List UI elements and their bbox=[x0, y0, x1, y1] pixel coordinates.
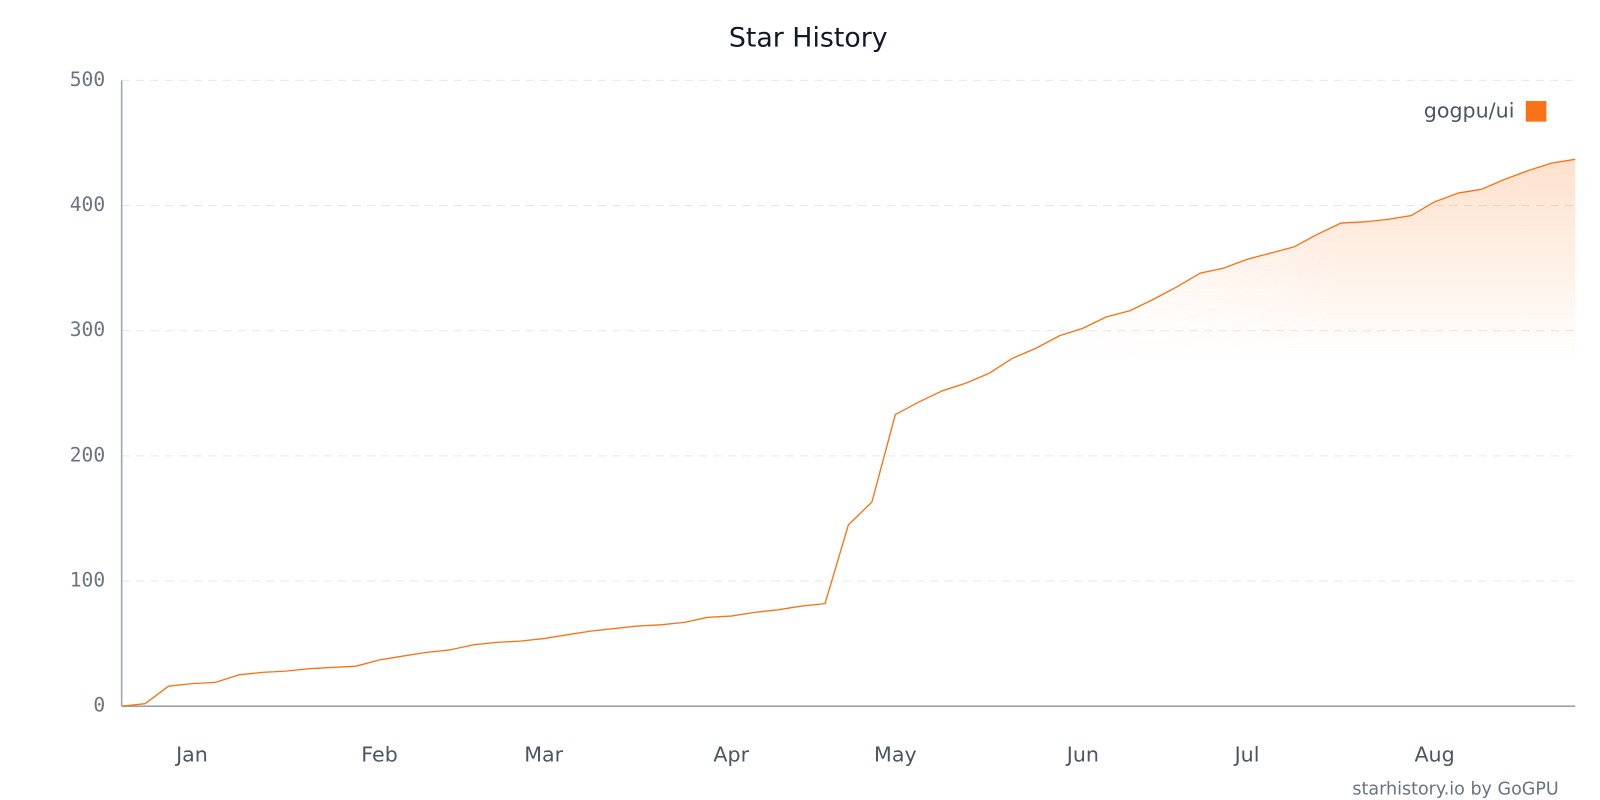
y-tick-label: 200 bbox=[70, 443, 105, 466]
chart-title: Star History bbox=[729, 23, 888, 54]
y-tick-label: 400 bbox=[70, 193, 105, 216]
source-credit: starhistory.io by GoGPU bbox=[1352, 780, 1558, 800]
y-tick-label: 500 bbox=[70, 68, 105, 91]
legend-label: gogpu/ui bbox=[1424, 98, 1515, 122]
line-area bbox=[121, 159, 1576, 707]
x-tick-label: Jun bbox=[1065, 743, 1099, 767]
x-tick-label: Aug bbox=[1414, 743, 1454, 767]
legend-swatch bbox=[1525, 101, 1547, 122]
x-tick-label: Mar bbox=[524, 743, 563, 767]
x-tick-label: Jul bbox=[1233, 743, 1260, 767]
y-tick-label: 0 bbox=[93, 694, 105, 717]
line bbox=[121, 158, 1576, 707]
x-tick-label: May bbox=[874, 743, 917, 767]
x-tick-label: Apr bbox=[713, 743, 749, 767]
x-tick-label: Feb bbox=[361, 743, 398, 767]
y-tick-label: 100 bbox=[70, 569, 105, 592]
y-tick-label: 300 bbox=[70, 318, 105, 341]
x-tick-label: Jan bbox=[174, 743, 208, 767]
